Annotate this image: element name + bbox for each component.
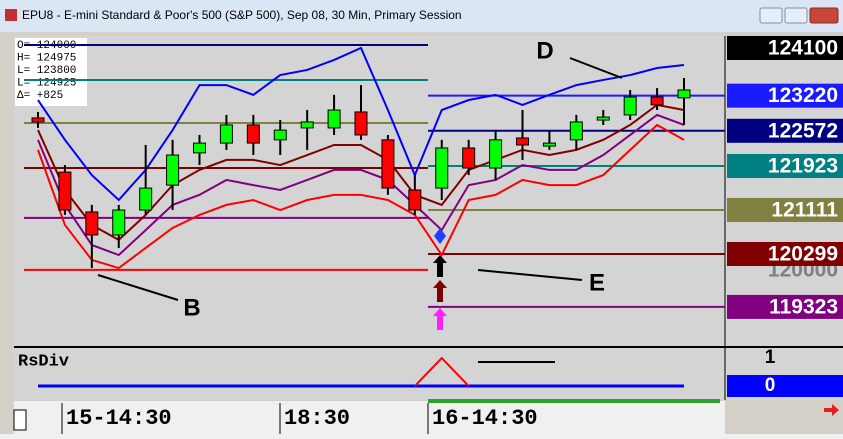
- price-label-box: [727, 294, 843, 319]
- candle-body: [327, 109, 341, 129]
- candle-body: [58, 171, 72, 211]
- candle-body: [650, 96, 664, 106]
- time-label: 16-14:30: [432, 406, 538, 431]
- info-box: [15, 38, 87, 106]
- candle-body: [112, 209, 126, 236]
- indicator-label-box: [727, 375, 843, 398]
- candle-body: [596, 116, 610, 121]
- title-bar: [0, 0, 843, 32]
- signal-marker: [433, 308, 447, 330]
- price-label: 123220: [768, 84, 838, 107]
- candle-body: [273, 129, 287, 141]
- indicator-tick-label: 1: [765, 347, 776, 368]
- candle-body: [623, 96, 637, 116]
- candle-body: [166, 154, 180, 186]
- envelope-line: [37, 123, 685, 270]
- candle-body: [462, 147, 476, 169]
- info-line: Δ= +825: [17, 90, 63, 102]
- price-label: 119323: [769, 295, 838, 318]
- price-label: 121111: [771, 199, 838, 222]
- candle-body: [408, 189, 422, 211]
- candle-body: [300, 121, 314, 129]
- plot-area: [14, 36, 725, 346]
- indicator-tick-label: 0: [765, 375, 776, 396]
- candle-body: [569, 121, 583, 141]
- annotation: B: [183, 294, 200, 321]
- price-label: 121923: [768, 155, 838, 178]
- scroll-arrow[interactable]: [824, 404, 839, 416]
- signal-marker: [433, 255, 447, 277]
- price-label-box: [727, 83, 843, 108]
- candle-body: [31, 117, 45, 123]
- price-label-box: [727, 153, 843, 178]
- candle-body: [219, 124, 233, 144]
- price-label-box: [727, 197, 843, 222]
- candle-body: [85, 211, 99, 236]
- candle-body: [489, 139, 503, 169]
- candle-body: [677, 89, 691, 99]
- annotation-arrow: [477, 269, 583, 281]
- window-title: EPU8 - E-mini Standard & Poor's 500 (S&P…: [22, 8, 462, 22]
- candle-body: [139, 187, 153, 211]
- info-line: L= 123800: [17, 65, 76, 77]
- price-label: 122572: [768, 119, 838, 142]
- candle-body: [435, 147, 449, 189]
- time-axis: [14, 401, 725, 434]
- candle-body: [354, 111, 368, 136]
- annotation: D: [536, 37, 553, 64]
- close-button[interactable]: [809, 7, 839, 24]
- info-line: H= 124975: [17, 52, 76, 64]
- indicator-signal: [414, 356, 470, 387]
- price-label-box: [727, 35, 843, 60]
- annotation-arrow: [97, 274, 179, 301]
- price-label-box: [727, 118, 843, 143]
- app-icon: [5, 9, 17, 21]
- price-label: 120299: [768, 243, 838, 266]
- session-bar: [428, 399, 720, 403]
- envelope-line: [37, 113, 685, 257]
- annotation: E: [589, 269, 605, 296]
- time-label: 15-14:30: [66, 406, 172, 431]
- price-label: 124100: [768, 37, 838, 60]
- candle-body: [542, 142, 556, 147]
- candle-body: [246, 124, 260, 144]
- minimize-button[interactable]: [759, 7, 783, 24]
- candle-body: [381, 139, 395, 189]
- price-label-box: [727, 241, 843, 266]
- scroll-box[interactable]: [13, 409, 27, 431]
- annotation-arrow: [569, 57, 623, 79]
- indicator-area: [14, 348, 725, 400]
- time-label: 18:30: [284, 406, 350, 431]
- maximize-button[interactable]: [784, 7, 808, 24]
- indicator-name: RsDiv: [18, 352, 69, 371]
- signal-marker: [433, 280, 447, 302]
- candle-body: [516, 137, 529, 146]
- candle-body: [193, 142, 206, 154]
- signal-marker: [434, 228, 446, 244]
